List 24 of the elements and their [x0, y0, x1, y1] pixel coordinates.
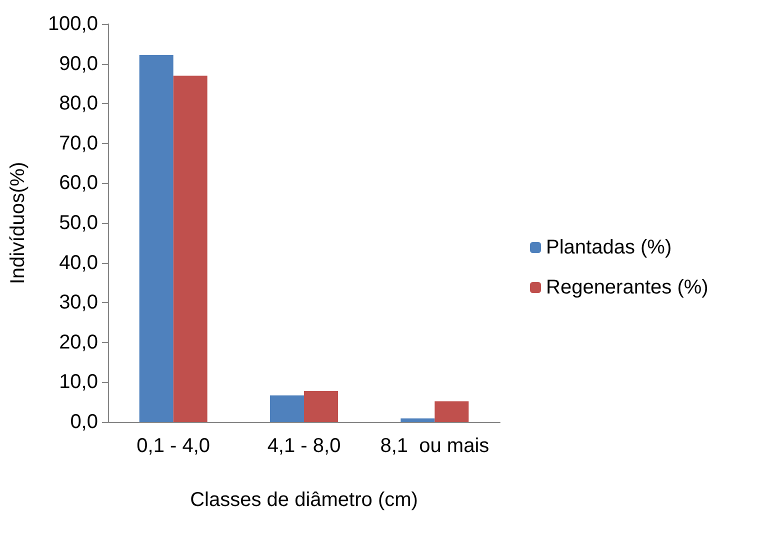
- y-tick-label: 60,0: [59, 172, 98, 194]
- y-tick-label: 50,0: [59, 212, 98, 234]
- y-tick-label: 100,0: [48, 13, 98, 35]
- y-tick-label: 80,0: [59, 92, 98, 115]
- y-tick-label: 40,0: [59, 252, 98, 274]
- x-tick-label: 0,1 - 4,0: [136, 435, 210, 457]
- x-axis-title: Classes de diâmetro (cm): [190, 489, 418, 511]
- bar: [304, 390, 338, 422]
- y-axis-title: Indivíduos(%): [7, 162, 29, 284]
- legend-label: Regenerantes (%): [546, 276, 708, 298]
- bar: [270, 395, 304, 422]
- bar: [139, 55, 174, 422]
- y-tick-label: 30,0: [59, 292, 98, 314]
- bar: [173, 76, 208, 422]
- y-tick-label: 10,0: [59, 371, 98, 394]
- bar: [400, 418, 435, 422]
- x-tick-label: 8,1 ou mais: [380, 435, 490, 457]
- legend-label: Plantadas (%): [546, 236, 672, 258]
- y-tick-label: 20,0: [59, 331, 98, 354]
- y-tick-label: 90,0: [59, 52, 98, 75]
- y-tick-label: 70,0: [59, 132, 98, 154]
- x-tick-label: 4,1 - 8,0: [267, 435, 341, 457]
- bar: [434, 401, 469, 422]
- y-tick-label: 0,0: [70, 411, 98, 433]
